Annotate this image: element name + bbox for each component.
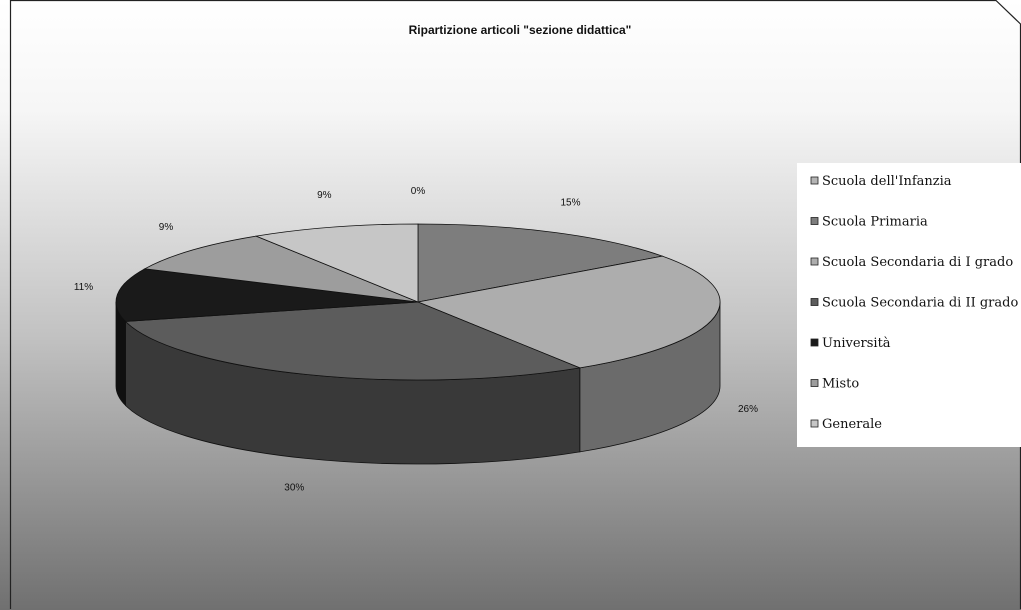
legend-swatch xyxy=(810,338,819,347)
pie-slice xyxy=(254,223,419,303)
pie-percent-label: 15% xyxy=(560,198,580,209)
pie-percent-label: 30% xyxy=(284,483,304,494)
legend-label: Scuola Primaria xyxy=(822,215,928,230)
pie-labels: 0% 15% 26% 30% 11% 9% 9% xyxy=(74,186,758,494)
legend-swatch xyxy=(810,176,819,185)
chart-title: Ripartizione articoli "sezione didattica… xyxy=(409,23,632,37)
legend: Scuola dell'Infanzia Scuola Primaria Scuol… xyxy=(797,163,1021,447)
legend-swatch xyxy=(810,257,819,266)
pie-slice xyxy=(124,301,582,381)
pie-sides xyxy=(115,301,721,465)
pie-percent-label: 0% xyxy=(411,186,426,197)
legend-label: Università xyxy=(822,336,891,351)
pie-percent-label: 9% xyxy=(159,222,174,233)
legend-swatch xyxy=(810,217,819,225)
pie-slice xyxy=(417,223,664,303)
legend-swatch xyxy=(810,419,819,428)
pie-percent-label: 11% xyxy=(74,282,93,293)
legend-label: Misto xyxy=(822,377,859,392)
pie-tops xyxy=(115,223,721,381)
pie-slice xyxy=(416,255,721,369)
legend-items: Scuola dell'Infanzia Scuola Primaria Scuol… xyxy=(810,174,1018,432)
pie-percent-label: 9% xyxy=(317,190,332,201)
legend-label: Scuola Secondaria di I grado xyxy=(822,255,1013,270)
legend-label: Generale xyxy=(822,417,882,432)
pie-slice xyxy=(143,235,419,303)
pie-slice xyxy=(115,268,419,322)
legend-swatch xyxy=(810,298,819,306)
legend-box xyxy=(797,163,1021,447)
pie-percent-label: 26% xyxy=(738,404,758,415)
legend-swatch xyxy=(810,379,819,387)
legend-label: Scuola Secondaria di II grado xyxy=(822,296,1018,311)
legend-label: Scuola dell'Infanzia xyxy=(822,174,952,189)
